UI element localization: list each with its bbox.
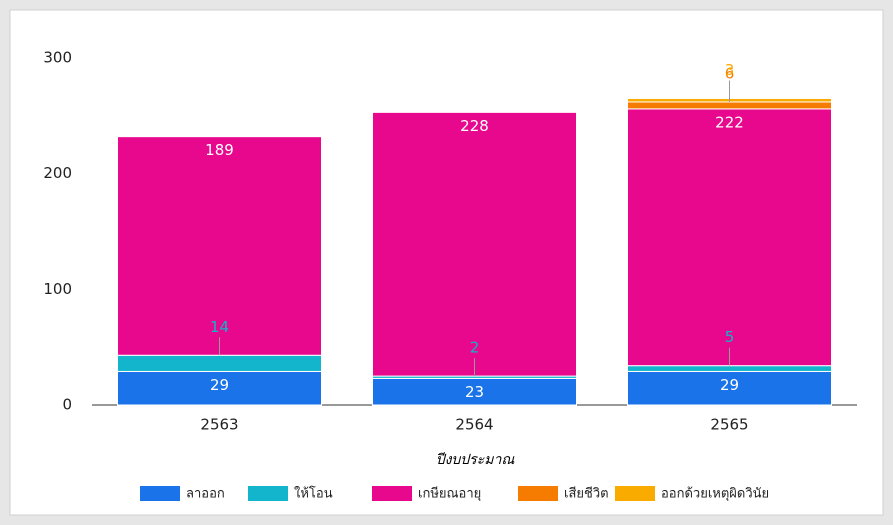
data-label: 6 (725, 64, 735, 82)
bar-segment (372, 111, 577, 377)
legend-label: เสียชีวิต (564, 486, 609, 502)
legend-swatch (615, 486, 655, 501)
y-tick-label: 200 (43, 164, 72, 182)
bar-segment (627, 108, 832, 367)
data-label: 228 (460, 117, 489, 135)
x-tick-label: 2565 (710, 416, 748, 434)
bar-segment (627, 101, 832, 110)
legend-label: ออกด้วยเหตุผิดวินัย (661, 487, 769, 502)
legend-swatch (518, 486, 558, 501)
legend-swatch (372, 486, 412, 501)
x-tick-label: 2564 (455, 416, 493, 434)
data-label: 23 (465, 383, 484, 401)
data-label: 29 (720, 376, 739, 394)
bar-segment (117, 370, 322, 406)
x-tick-label: 2563 (200, 416, 238, 434)
legend-swatch (140, 486, 180, 501)
y-tick-label: 300 (43, 49, 72, 67)
data-label: 29 (210, 376, 229, 394)
legend-label: ลาออก (186, 487, 225, 502)
data-label: 3 (725, 61, 735, 79)
data-label: 222 (715, 113, 744, 131)
y-tick-label: 0 (62, 396, 72, 414)
x-axis-title: ปีงบประมาณ (436, 452, 516, 468)
data-label: 189 (205, 141, 234, 159)
bar-segment (627, 370, 832, 406)
data-label: 5 (725, 328, 735, 346)
legend-label: เกษียณอายุ (418, 486, 481, 502)
data-label: 14 (210, 318, 229, 336)
bar-segment (117, 354, 322, 372)
bar-segment (627, 365, 832, 372)
y-tick-label: 100 (43, 280, 72, 298)
bar-segment (372, 377, 577, 406)
legend-swatch (248, 486, 288, 501)
legend-label: ให้โอน (294, 486, 333, 502)
data-label: 2 (470, 339, 480, 357)
